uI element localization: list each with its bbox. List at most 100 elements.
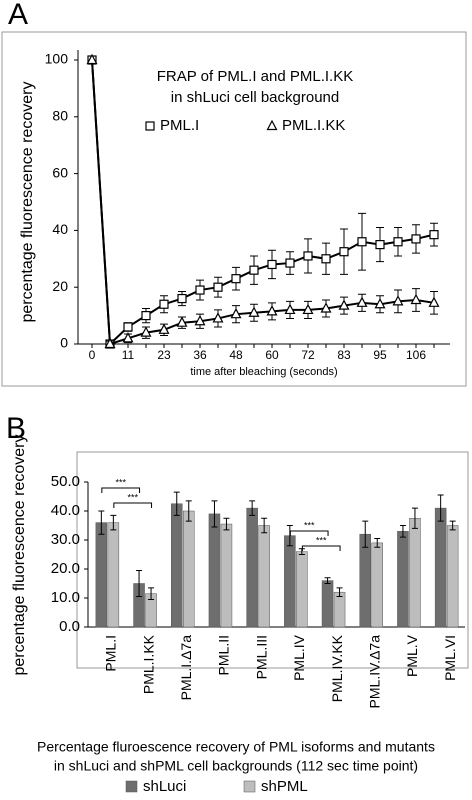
x-tick-label: PML.III [253,635,269,679]
marker [339,247,349,257]
x-tick-label: 95 [373,348,387,362]
marker [411,234,421,244]
legend-label: PML.I.KK [282,117,345,134]
marker [123,322,133,332]
y-axis-label: percentage fluorescence recovery [11,434,28,675]
x-tick-label: PML.I [103,635,119,672]
marker [338,299,350,310]
significance-bracket [113,502,153,508]
marker [194,314,206,326]
y-tick-label: 10.0 [51,589,80,606]
error-bar [110,514,117,531]
error-bar [261,517,268,534]
x-tick-label: PML.IV.KK [329,634,345,702]
marker [303,251,313,261]
x-tick-label: PML.IV.Δ7a [366,635,382,709]
marker [357,237,367,247]
bar [321,580,334,628]
marker [159,299,169,309]
y-tick-label: 50.0 [51,473,80,490]
y-tick-label: 100 [45,51,69,67]
y-axis-label: percentage fluorescence recovery [19,81,36,322]
bar [183,510,195,628]
legend-marker [266,119,278,131]
x-tick-label: PML.I.Δ7a [178,635,194,701]
bar [434,507,447,628]
bar [333,591,346,628]
x-tick-label: 0 [89,348,96,362]
significance-bracket [101,487,141,493]
x-tick-label: 106 [406,348,426,362]
error-bar [411,507,418,529]
bar [371,542,383,628]
marker [267,259,277,270]
legend-label: shLuci [143,778,186,795]
plot-title: FRAP of PML.I and PML.I.KK [157,68,353,85]
bar [208,513,221,628]
y-tick-label: 0.0 [59,618,80,635]
marker [212,312,224,323]
marker [195,285,205,295]
y-tick-label: 30.0 [51,531,80,548]
marker [122,332,134,343]
chart-caption: in shLuci and shPML cell backgrounds (11… [54,758,418,774]
marker [410,293,422,305]
legend-swatch [243,780,256,793]
marker [230,307,242,319]
panel-a-frame [1,31,467,387]
significance-bracket [289,530,329,536]
bar [446,525,459,628]
error-bar [374,538,381,548]
bar [171,503,183,628]
legend-label: PML.I [160,117,199,134]
error-bar [136,569,143,598]
panel-label: B [6,412,26,445]
marker [141,311,151,321]
marker [284,303,296,315]
error-bar [336,587,343,598]
bar [220,523,233,628]
x-tick-label: 60 [265,348,279,362]
x-tick-label: 11 [122,348,135,362]
significance-label: *** [316,535,327,545]
x-axis-label: time after bleaching (seconds) [190,366,337,378]
marker [249,265,259,275]
error-bar [449,520,456,531]
plot-title: in shLuci cell background [171,89,339,106]
bar [409,518,421,628]
marker [177,293,187,304]
marker [321,254,331,264]
x-tick-label: PML.V [404,634,420,677]
y-tick-label: 20.0 [51,560,80,577]
significance-label: *** [115,477,126,487]
marker [86,53,98,65]
legend-swatch [125,780,138,793]
y-tick-label: 40.0 [51,502,80,519]
bar [258,525,270,628]
bar [359,533,371,628]
error-bar [173,491,180,516]
marker [392,295,404,306]
x-tick-label: PML.IV [291,634,307,681]
y-tick-label: 80 [52,108,68,124]
panel-label: A [8,0,28,31]
bar [107,522,120,628]
error-bar [148,587,155,600]
marker [248,306,260,317]
marker [320,302,332,313]
error-bar [249,500,256,516]
y-tick-label: 60 [52,164,68,180]
significance-label: *** [127,492,138,502]
bar [397,531,409,628]
y-tick-label: 0 [60,335,68,351]
bar [296,551,308,628]
marker [393,237,403,247]
bar [284,535,296,628]
marker [104,337,116,349]
x-tick-label: 36 [193,348,207,362]
marker [231,274,241,284]
x-tick-label: 72 [301,348,315,362]
bar [95,522,108,628]
marker [266,305,278,316]
marker [429,230,439,240]
